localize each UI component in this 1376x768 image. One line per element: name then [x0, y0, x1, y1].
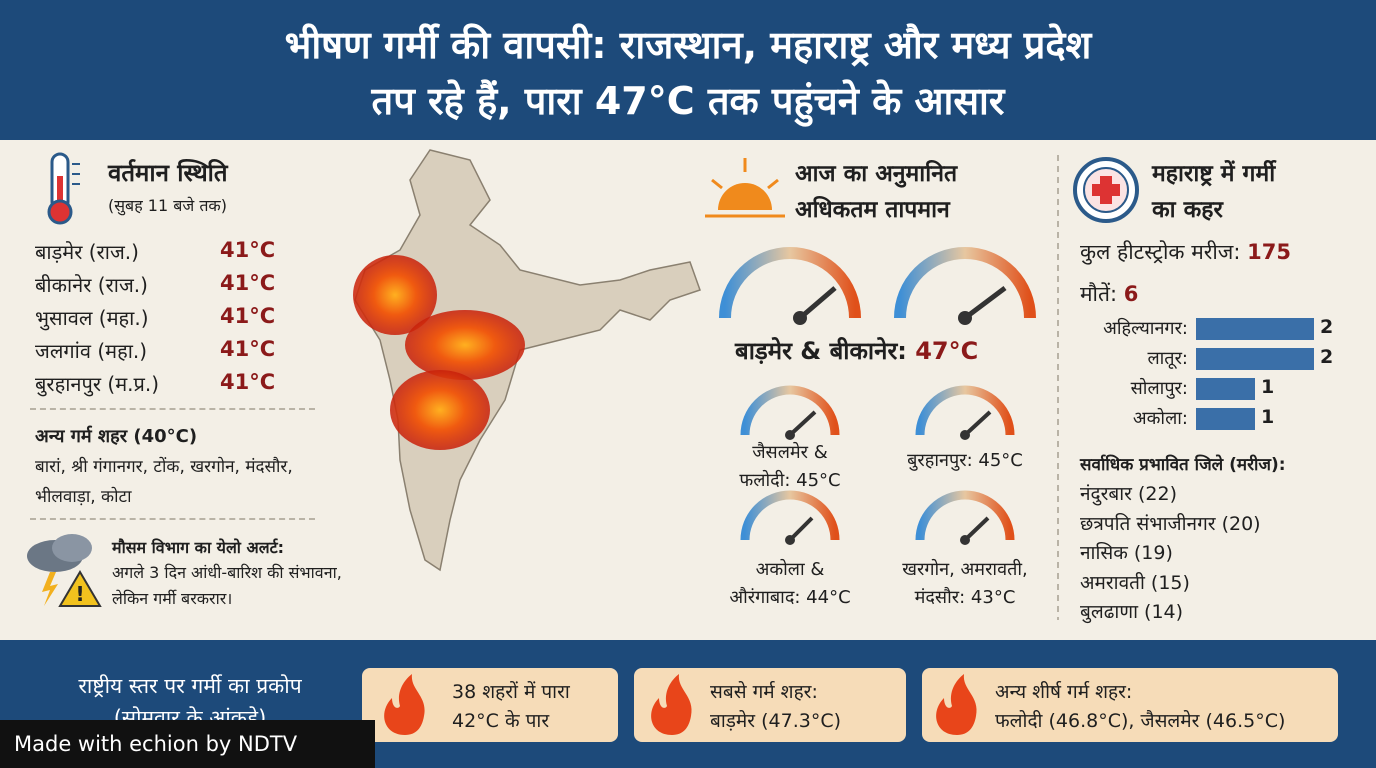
city-temp: 41°C	[220, 370, 276, 394]
card-text: 38 शहरों में पारा	[452, 681, 570, 703]
title-line: भीषण गर्मी की वापसी: राजस्थान, महाराष्ट्…	[284, 23, 1092, 67]
header: भीषण गर्मी की वापसी: राजस्थान, महाराष्ट्…	[0, 0, 1376, 140]
bar	[1196, 318, 1314, 340]
deaths-value: 6	[1123, 282, 1139, 306]
gauge-label: खरगोन, अमरावती,	[902, 559, 1028, 580]
bar-value: 1	[1261, 406, 1275, 428]
city-temp: 41°C	[220, 337, 276, 361]
watermark: Made with echion by NDTV	[0, 720, 375, 768]
patients: कुल हीटस्ट्रोक मरीज: 175	[1080, 238, 1291, 266]
card-text: सबसे गर्म शहर:	[710, 681, 818, 703]
section-title: का कहर	[1152, 197, 1223, 223]
city-name: जलगांव (महा.)	[35, 339, 148, 363]
gauge-label: फलोदी: 45°C	[739, 470, 841, 491]
card-text: बाड़मेर (47.3°C)	[710, 710, 842, 732]
gauge	[719, 247, 1036, 545]
sun-icon	[705, 158, 785, 218]
district: बुलढाणा (14)	[1080, 601, 1184, 623]
card-text: अन्य शीर्ष गर्म शहर:	[995, 681, 1133, 703]
deaths-label: मौतें:	[1080, 282, 1118, 306]
main-forecast: बाड़मेर & बीकानेर: 47°C	[735, 334, 978, 367]
city-name: भुसावल (महा.)	[35, 306, 149, 330]
bar	[1196, 378, 1255, 400]
bar-label: लातूर:	[1147, 348, 1188, 369]
district: नंदुरबार (22)	[1080, 483, 1177, 505]
district: अमरावती (15)	[1080, 571, 1190, 594]
alert-title: मौसम विभाग का येलो अलर्ट:	[112, 538, 285, 557]
district: नासिक (19)	[1080, 542, 1173, 564]
section-title: आज का अनुमानित	[795, 161, 958, 187]
card-text: 42°C के पार	[452, 710, 550, 732]
bar-label: सोलापुर:	[1130, 378, 1188, 399]
section-title: अधिकतम तापमान	[795, 197, 950, 223]
city-temp: 41°C	[220, 304, 276, 328]
india-map	[353, 149, 701, 572]
main-temp: 47°C	[915, 337, 979, 365]
section-title: वर्तमान स्थिति	[108, 159, 228, 187]
city-temp: 41°C	[220, 271, 276, 295]
alert-icon: !	[27, 534, 102, 607]
bar-value: 2	[1320, 316, 1334, 338]
bar-value: 1	[1261, 376, 1275, 398]
deaths: मौतें: 6	[1080, 280, 1138, 308]
city-name: बाड़मेर (राज.)	[35, 240, 139, 264]
medical-icon	[1073, 157, 1139, 223]
other-heading: अन्य गर्म शहर (40°C)	[35, 426, 198, 447]
gauge-label: बुरहानपुर: 45°C	[907, 450, 1023, 471]
section-title: महाराष्ट्र में गर्मी	[1152, 161, 1276, 187]
main-label: बाड़मेर & बीकानेर:	[735, 337, 907, 365]
bar-label: अकोला:	[1132, 408, 1188, 429]
city-temp: 41°C	[220, 238, 276, 262]
divider	[30, 408, 315, 410]
bar	[1196, 348, 1314, 370]
city-name: बीकानेर (राज.)	[35, 273, 148, 297]
bar-label: अहिल्यानगर:	[1103, 318, 1188, 339]
alert-text: अगले 3 दिन आंधी-बारिश की संभावना, लेकिन …	[112, 563, 342, 608]
districts-heading: सर्वाधिक प्रभावित जिले (मरीज):	[1080, 455, 1286, 475]
other-cities: बारां, श्री गंगानगर, टोंक, खरगोन, मंदसौर…	[35, 457, 293, 507]
city-name: बुरहानपुर (म.प्र.)	[35, 372, 160, 396]
thermometer-icon	[47, 152, 80, 225]
gauge-label: जैसलमेर &	[752, 442, 828, 463]
gauge-label: औरंगाबाद: 44°C	[729, 587, 851, 608]
stat-card	[922, 668, 1338, 742]
section-subtitle: (सुबह 11 बजे तक)	[108, 196, 227, 215]
bar	[1196, 408, 1255, 430]
bar-value: 2	[1320, 346, 1334, 368]
gauge-label: मंदसौर: 43°C	[914, 587, 1016, 608]
divider	[30, 518, 315, 520]
title-line: तप रहे हैं, पारा 47°C तक पहुंचने के आसार	[371, 79, 1005, 123]
national-title: राष्ट्रीय स्तर पर गर्मी का प्रकोप	[78, 674, 302, 698]
svg-text:!: !	[75, 582, 84, 606]
patients-value: 175	[1247, 240, 1291, 264]
patients-label: कुल हीटस्ट्रोक मरीज:	[1080, 240, 1241, 264]
gauge-label: अकोला &	[755, 559, 825, 580]
card-text: फलोदी (46.8°C), जैसलमेर (46.5°C)	[995, 710, 1286, 732]
district: छत्रपति संभाजीनगर (20)	[1080, 512, 1261, 535]
